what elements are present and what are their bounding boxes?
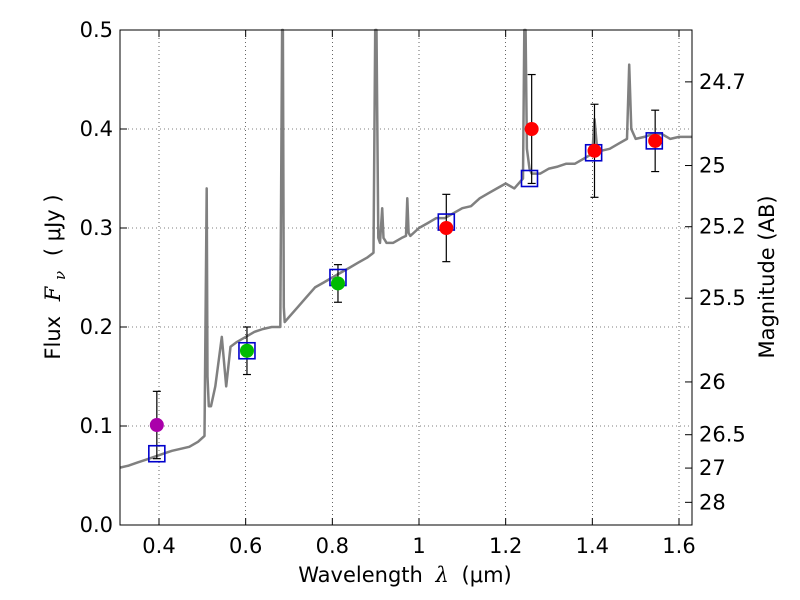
y-axis-label-unit: ( μJy ) bbox=[41, 194, 65, 256]
y-tick-label: 0.2 bbox=[80, 315, 113, 339]
x-axis-label: Wavelength λ (μm) bbox=[298, 563, 511, 587]
y2-tick-label: 24.7 bbox=[699, 70, 746, 94]
x-axis-label-unit: (μm) bbox=[462, 563, 512, 587]
x-tick-label: 0.6 bbox=[229, 534, 262, 558]
x-tick-label: 1 bbox=[412, 534, 425, 558]
model-point-square bbox=[645, 132, 664, 150]
y-tick-label: 0.5 bbox=[80, 18, 113, 42]
model-point-square bbox=[520, 169, 539, 188]
y-tick-label: 0.3 bbox=[80, 216, 113, 240]
model-point-square bbox=[238, 341, 256, 360]
y2-tick-label: 26 bbox=[699, 370, 726, 394]
x-axis-label-text: Wavelength bbox=[298, 563, 423, 587]
model-point-square bbox=[148, 444, 166, 463]
y2-tick-label: 25 bbox=[699, 154, 726, 178]
y-axis-label: Flux F ν ( μJy ) bbox=[41, 194, 70, 359]
y-tick-label: 0.0 bbox=[80, 513, 113, 537]
y-axis-label-subscript: ν bbox=[51, 271, 69, 280]
observed-point bbox=[587, 143, 602, 158]
model-photometry-squares bbox=[148, 132, 664, 463]
observed-point bbox=[524, 122, 539, 136]
observed-point bbox=[439, 221, 454, 235]
plot-frame bbox=[119, 29, 693, 526]
x-tick-label: 1.4 bbox=[576, 534, 609, 558]
observed-point bbox=[239, 343, 254, 358]
observed-photometry-points bbox=[149, 122, 663, 433]
y-axis-label-symbol: F bbox=[41, 285, 65, 302]
y-tick-label: 0.1 bbox=[80, 414, 113, 438]
observed-point bbox=[648, 133, 663, 148]
y2-axis-label: Magnitude (AB) bbox=[755, 195, 779, 358]
x-tick-label: 0.8 bbox=[316, 534, 349, 558]
observed-point bbox=[330, 276, 345, 291]
y-tick-label: 0.4 bbox=[80, 117, 113, 141]
x-tick-label: 1.6 bbox=[662, 534, 695, 558]
y2-tick-label: 26.5 bbox=[699, 423, 746, 447]
spectrum-line bbox=[119, 28, 692, 469]
model-spectrum bbox=[119, 28, 692, 469]
x-tick-label: 0.4 bbox=[142, 534, 175, 558]
y2-tick-label: 25.2 bbox=[699, 215, 746, 239]
tick-labels: 0.4 0.6 0.8 1 1.2 1.4 1.6 0.0 0.1 0.2 0.3 0.4 0.5 24.… bbox=[80, 18, 746, 558]
x-tick-label: 1.2 bbox=[489, 534, 522, 558]
y-axis-label-text: Flux bbox=[41, 316, 65, 360]
observed-point bbox=[149, 418, 164, 433]
y2-tick-label: 25.5 bbox=[699, 286, 746, 310]
y2-tick-label: 27 bbox=[699, 456, 726, 480]
error-bars bbox=[152, 73, 660, 460]
x-axis-label-symbol: λ bbox=[435, 563, 449, 587]
y2-axis-label-text: Magnitude (AB) bbox=[755, 195, 779, 358]
y2-tick-label: 28 bbox=[699, 490, 726, 514]
